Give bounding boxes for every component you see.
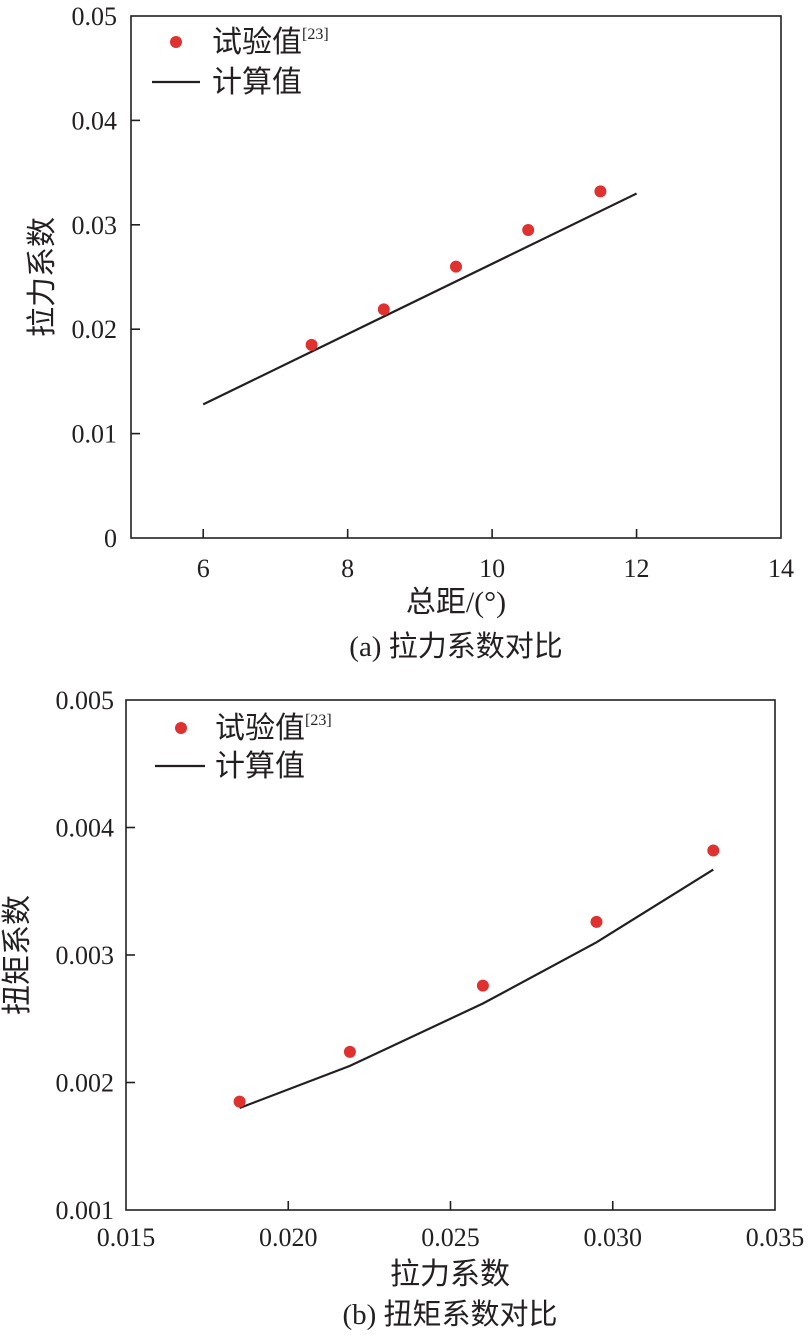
chart-a-plot-frame [130,15,782,539]
chart-b-x-axis-title: 拉力系数 [390,1258,510,1291]
chart-b-y-tick-label: 0.005 [56,686,115,715]
chart-a-caption: (a) 拉力系数对比 [349,630,562,663]
chart-b-x-tick-label: 0.035 [746,1223,805,1252]
chart-b-experimental-point [476,979,489,992]
chart-b-torque-coefficient: 0.015 0.020 0.025 0.030 0.035 0.001 0.002 0.003… [1,686,804,1331]
chart-a-y-tick-label: 0.05 [72,2,118,31]
chart-b-y-tick-label: 0.002 [56,1069,115,1098]
chart-b-legend: 试验值[23] 计算值 [155,712,332,783]
chart-a-legend-marker [170,36,182,48]
chart-b-legend-marker [175,722,187,734]
chart-a-legend-experimental-label: 试验值 [212,26,302,59]
chart-a-x-tick-label: 12 [624,554,650,583]
chart-b-series [233,844,720,1110]
chart-a-y-tick-label: 0.03 [72,211,118,240]
chart-a-experimental-point [522,224,535,236]
chart-a-thrust-coefficient: 6 8 10 12 14 0 0.01 0.02 0.03 0.04 0.05 试验值[23] 计算… [26,2,794,663]
chart-a-x-tick-label: 8 [341,554,354,583]
chart-b-caption: (b) 扭矩系数对比 [342,1298,557,1331]
chart-a-y-tick-label: 0.02 [72,315,118,344]
chart-b-legend-experimental-label: 试验值 [215,712,305,745]
chart-a-y-axis-title: 拉力系数 [26,217,59,337]
chart-b-legend-experimental-ref: [23] [305,712,332,729]
chart-b-y-tick-label: 0.001 [56,1196,115,1225]
chart-b-legend-computed: 计算值 [215,750,305,783]
chart-a-y-tick-label: 0.04 [72,106,118,135]
chart-a-experimental-point [377,303,390,316]
chart-b-ticks: 0.015 0.020 0.025 0.030 0.035 0.001 0.002 0.003… [56,686,805,1252]
chart-a-computed-line [202,192,638,406]
chart-a-experimental-point [594,185,607,198]
chart-b-experimental-point [343,1045,356,1058]
chart-a-ticks: 6 8 10 12 14 0 0.01 0.02 0.03 0.04 0.05 [72,2,795,583]
chart-b-x-tick-label: 0.030 [584,1223,643,1252]
chart-a-series [202,185,638,406]
chart-b-y-axis-title: 扭矩系数 [1,895,34,1015]
chart-b-legend-experimental: 试验值[23] [215,712,332,745]
chart-a-legend-experimental: 试验值[23] [212,26,329,59]
chart-a-x-tick-label: 14 [768,554,794,583]
chart-b-experimental-point [707,844,720,857]
chart-a-y-tick-label: 0.01 [72,420,118,449]
chart-b-x-tick-label: 0.015 [97,1223,156,1252]
chart-a-legend: 试验值[23] 计算值 [152,26,329,99]
chart-b-experimental-point [233,1095,246,1108]
chart-a-legend-computed: 计算值 [212,66,302,99]
chart-b-y-tick-label: 0.004 [56,814,115,843]
chart-b-x-tick-label: 0.025 [421,1223,480,1252]
chart-a-x-tick-label: 10 [479,554,505,583]
chart-b-y-tick-label: 0.003 [56,941,115,970]
chart-a-experimental-point [450,260,462,273]
chart-b-computed-line [239,868,714,1110]
chart-b-experimental-point [590,915,603,928]
chart-a-legend-experimental-ref: [23] [302,26,329,43]
chart-a-x-tick-label: 6 [197,554,210,583]
chart-a-x-axis-title: 总距/(°) [406,586,506,619]
chart-b-x-tick-label: 0.020 [259,1223,318,1252]
chart-a-experimental-point [305,338,318,351]
chart-a-y-tick-label: 0 [104,524,117,553]
